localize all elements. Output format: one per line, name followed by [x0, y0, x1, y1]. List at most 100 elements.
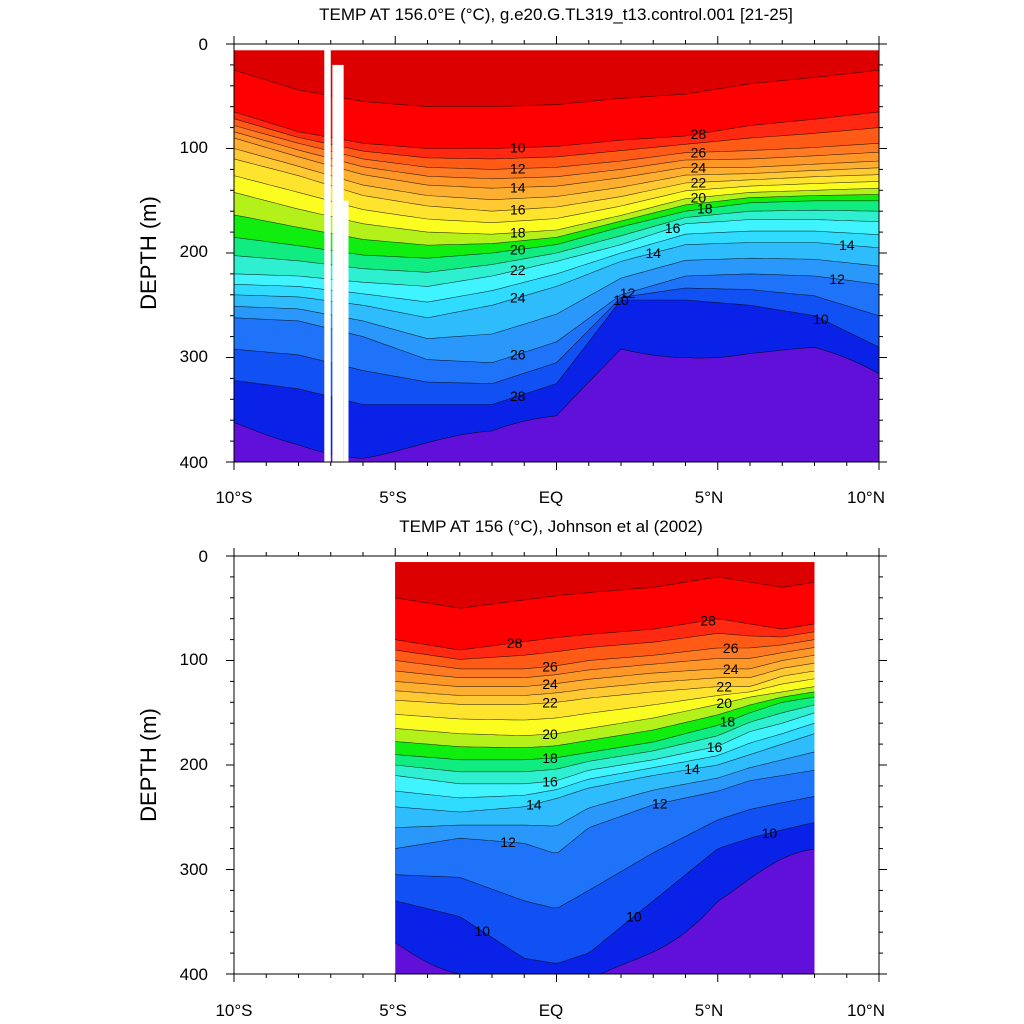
panel-top-title: TEMP AT 156.0°E (°C), g.e20.G.TL319_t13.…: [319, 5, 793, 24]
y-tick-label: 300: [180, 347, 208, 366]
contour-label: 20: [510, 242, 526, 258]
contour-label: 16: [510, 202, 526, 218]
isotherm-line: [395, 670, 815, 705]
contour-label: 14: [526, 796, 542, 812]
x-tick-label: EQ: [539, 1001, 564, 1020]
contour-label: 22: [510, 262, 526, 278]
contour-label: 26: [723, 640, 739, 656]
contour-label: 10: [813, 311, 829, 327]
contour-label: 22: [716, 679, 732, 695]
y-tick-label: 200: [180, 755, 208, 774]
panel-bottom-contour-labels: 2826242220181614121028262422201816141210…: [475, 612, 778, 939]
contour-label: 20: [691, 189, 707, 205]
contour-label: 10: [613, 292, 629, 308]
contour-label: 16: [665, 220, 681, 236]
panel-bottom-x-ticklabels: 10°S 5°S EQ 5°N 10°N: [215, 1001, 885, 1020]
isotherm-line: [395, 691, 815, 748]
panel-bottom-ticks: [226, 548, 887, 982]
panel-top: TEMP AT 156.0°E (°C), g.e20.G.TL319_t13.…: [136, 5, 887, 507]
isotherm-line: [395, 647, 815, 678]
x-tick-label: EQ: [539, 488, 564, 507]
contour-label: 12: [620, 285, 636, 301]
panel-bottom-fills: [395, 562, 815, 974]
contour-label: 22: [542, 695, 558, 711]
isotherm-line: [395, 639, 815, 670]
contour-label: 24: [542, 676, 558, 692]
contour-label: 12: [829, 271, 845, 287]
isotherm-line: [395, 796, 815, 909]
x-tick-label: 10°N: [847, 488, 885, 507]
contour-label: 12: [510, 161, 526, 177]
y-tick-label: 0: [199, 35, 208, 54]
y-tick-label: 400: [180, 965, 208, 984]
surface-gap: [234, 44, 879, 51]
y-tick-label: 200: [180, 242, 208, 261]
contour-label: 10: [626, 909, 642, 925]
panel-bottom-y-ticklabels: 0 100 200 300 400: [180, 547, 208, 984]
isotherm-line: [395, 655, 815, 687]
contour-label: 14: [646, 245, 662, 261]
contour-label: 24: [691, 159, 707, 175]
panel-top-missing-data: [234, 44, 879, 462]
contour-label: 26: [691, 144, 707, 160]
panel-top-x-ticklabels: 10°S 5°S EQ 5°N 10°N: [215, 488, 885, 507]
panel-bottom-y-axis-label: DEPTH (m): [136, 708, 161, 822]
missing-data-gap: [332, 64, 344, 462]
isotherm-line: [395, 733, 815, 813]
panel-top-contour-labels: 2826242220181614121028262422201816141210…: [510, 126, 855, 404]
contour-label: 10: [510, 140, 526, 156]
x-tick-label: 10°N: [847, 1001, 885, 1020]
x-tick-label: 5°S: [379, 488, 407, 507]
contour-label: 14: [839, 237, 855, 253]
isotherm-line: [395, 576, 815, 609]
panel-top-fills: [234, 50, 879, 462]
x-tick-label: 10°S: [215, 488, 252, 507]
panel-top-y-ticklabels: 0 100 200 300 400: [180, 35, 208, 472]
contour-label: 22: [691, 174, 707, 190]
contour-label: 28: [510, 388, 526, 404]
panel-bottom-title: TEMP AT 156 (°C), Johnson et al (2002): [399, 517, 703, 536]
contour-label: 12: [652, 795, 668, 811]
contour-label: 18: [720, 714, 736, 730]
isotherm-line: [395, 822, 815, 964]
contour-label: 26: [542, 658, 558, 674]
isotherm-line: [395, 678, 815, 721]
panel-top-y-axis-label: DEPTH (m): [136, 196, 161, 310]
panel-bottom-isotherms: [395, 576, 815, 974]
y-tick-label: 300: [180, 860, 208, 879]
contour-label: 28: [691, 126, 707, 142]
missing-data-gap: [324, 44, 331, 462]
y-tick-label: 100: [180, 650, 208, 669]
panel-top-plot: [234, 44, 879, 462]
isotherm-line: [395, 722, 815, 799]
contour-label: 12: [500, 834, 516, 850]
panel-bottom: TEMP AT 156 (°C), Johnson et al (2002) 2…: [136, 517, 887, 1020]
isotherm-line: [395, 696, 815, 761]
contour-label: 24: [510, 290, 526, 306]
missing-data-gap: [343, 200, 349, 462]
panel-bottom-plot: [395, 562, 815, 974]
contour-label: 18: [542, 750, 558, 766]
x-tick-label: 10°S: [215, 1001, 252, 1020]
isotherm-line: [395, 662, 815, 696]
contour-label: 20: [542, 726, 558, 742]
contour-label: 14: [684, 761, 700, 777]
y-tick-label: 100: [180, 138, 208, 157]
isotherm-line: [395, 631, 815, 660]
temperature-band: [234, 50, 879, 107]
contour-label: 14: [510, 179, 526, 195]
contour-label: 28: [507, 635, 523, 651]
isotherm-line: [395, 686, 815, 736]
contour-label: 18: [697, 201, 713, 217]
contour-label: 18: [510, 225, 526, 241]
contour-label: 10: [762, 825, 778, 841]
isotherm-line: [395, 618, 815, 651]
contour-label: 10: [475, 923, 491, 939]
x-tick-label: 5°N: [695, 1001, 724, 1020]
contour-label: 28: [700, 612, 716, 628]
y-tick-label: 0: [199, 547, 208, 566]
contour-label: 26: [510, 346, 526, 362]
isotherm-line: [395, 704, 815, 773]
temperature-band: [395, 562, 815, 609]
